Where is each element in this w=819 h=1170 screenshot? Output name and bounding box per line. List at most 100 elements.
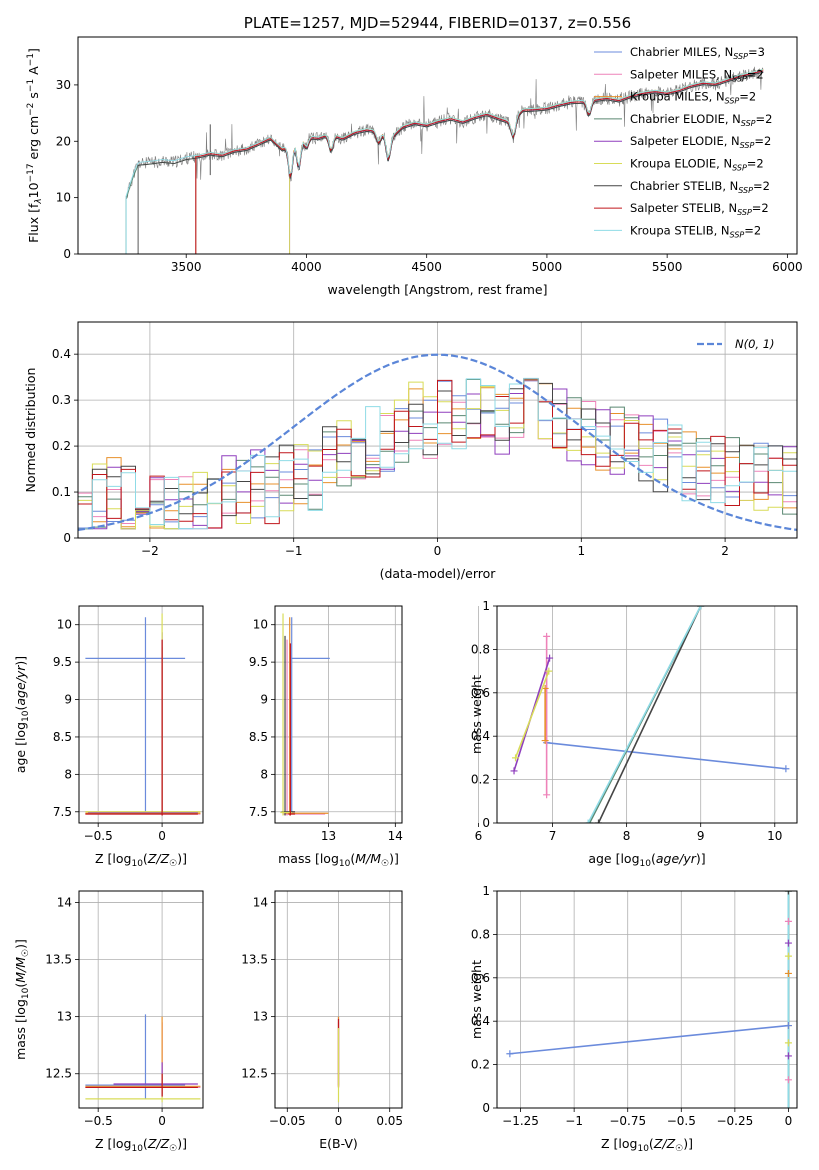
x-tick-label: 8 [623,829,631,843]
label-part: ( [143,851,148,866]
axes-massweight-vs-Z: −1.25 −1 −0.75 −0.5 −0.25 0 0 0.2 0.4 0.6 0.8 1 [471,884,798,1128]
weight-marker [584,819,592,823]
label-part: Z/Z [147,851,170,866]
y-tick-label: 8 [260,767,268,781]
y-tick-label: 14 [57,895,72,909]
legend-entry: Salpeter ELODIE, NSSP=2 [630,134,771,150]
y-tick-label: 9 [260,693,268,707]
y-tick-label: 9.5 [53,655,72,669]
plot-area [85,1014,201,1103]
y-tick-label: 13.5 [45,953,72,967]
weight-marker [510,767,518,775]
label-part: λ [34,198,44,204]
legend-entry: N(0, 1) [735,337,775,351]
label-part: Salpeter MILES, N [630,67,732,81]
y-tick-label: 0.2 [471,1058,490,1072]
axes-massweight-vs-age: 6 7 8 9 10 0 0.2 0.4 0.6 0.8 1 [471,599,798,843]
label-part: Z/Z [147,1136,170,1151]
residual-histogram [78,378,797,529]
label-part: −2 [26,103,36,116]
x-tick-label: 0.05 [376,1114,403,1128]
label-part: Salpeter STELIB, N [630,201,737,215]
label-part: SSP [737,208,752,217]
label-part: SSP [733,52,748,61]
weight-marker [784,969,792,977]
x-axis-label: mass [log10(M/M☉)] [278,851,399,869]
axes-spectrum: 3500 4000 4500 5000 5500 6000 0 10 20 30 [56,36,803,274]
label-part: −1 [26,53,36,66]
label-part: age/yr [656,851,697,866]
label-part: ☉ [381,859,389,869]
y-tick-label: 7.5 [53,805,72,819]
label-part: ( [13,983,28,988]
y-axis-label: age [log10(age/yr)] [13,656,31,773]
label-part: ( [350,851,355,866]
x-tick-label: −0.25 [716,1114,753,1128]
x-tick-label: 2 [721,544,729,558]
label-part: 10 [640,859,652,869]
y-tick-label: 0.1 [52,485,71,499]
label-part: ( [651,851,656,866]
weight-marker [784,917,792,925]
label-part: ( [13,706,28,711]
label-part: ☉ [675,1144,683,1154]
label-part: Flux [f [26,203,41,243]
x-axis-label: Z [log10(Z/Z☉)] [95,851,187,869]
label-part: SSP [732,164,747,173]
x-tick-label: 3500 [171,260,202,274]
x-tick-label: 9 [697,829,705,843]
x-tick-label: −0.5 [84,829,113,843]
axes-frame [274,890,403,1109]
x-tick-label: −0.5 [84,1114,113,1128]
y-tick-label: 14 [253,895,268,909]
weight-marker [697,606,705,610]
label-part: =2 [747,157,764,171]
x-tick-label: 4500 [411,260,442,274]
label-part: M/M [13,957,28,983]
label-part: ( [649,1136,654,1151]
y-tick-label: 9 [64,693,72,707]
chart-title: PLATE=1257, MJD=52944, FIBERID=0137, z=0… [244,14,631,32]
y-tick-label: 0 [482,816,490,830]
label-part: Kroupa MILES, N [630,90,725,104]
label-part: Chabrier STELIB, N [630,179,738,193]
axes-mass-vs-Z: −0.5 0 12.5 13 13.5 14 [45,890,204,1128]
label-part: 10 [131,1144,143,1154]
x-tick-label: 6000 [772,260,803,274]
weight-line [587,606,702,823]
label-part: Z [log [95,851,131,866]
axes-frame [274,605,403,824]
y-tick-label: 13 [253,1010,268,1024]
label-part: )] [683,1136,693,1151]
y-tick-label: 0.3 [52,393,71,407]
legend-entry: Salpeter MILES, NSSP=2 [630,67,764,83]
label-part: mass [log [278,851,339,866]
weight-marker [782,765,790,773]
axes-frame [78,605,204,824]
y-tick-label: 0 [63,247,71,261]
y-tick-label: 0.2 [52,439,71,453]
gridlines [497,890,797,1109]
y-tick-label: 10 [57,618,72,632]
y-axis-label: Flux [fλ10−17 erg cm−2 s−1 A−1] [26,48,44,243]
x-axis-label: Z [log10(Z/Z☉)] [601,1136,693,1154]
label-part: SSP [725,97,740,106]
y-tick-label: 12.5 [241,1067,268,1081]
x-tick-label: 1 [577,544,585,558]
y-tick-label: 0.6 [471,686,490,700]
x-tick-label: 0 [434,544,442,558]
y-tick-label: 10 [56,191,71,205]
weight-marker [784,939,792,947]
y-tick-label: 0.6 [471,971,490,985]
axes-frame [77,321,798,539]
y-tick-label: 0.4 [471,729,490,743]
legend: N(0, 1) [697,337,775,351]
y-tick-label: 0.4 [471,1014,490,1028]
label-part: =2 [754,134,771,148]
label-part: ] [26,48,41,53]
y-axis-label: mass [log10(M/M☉)] [13,939,31,1060]
x-axis-label: age [log10(age/yr)] [588,851,705,869]
label-part: Z/Z [653,1136,676,1151]
weight-marker [784,1076,792,1084]
